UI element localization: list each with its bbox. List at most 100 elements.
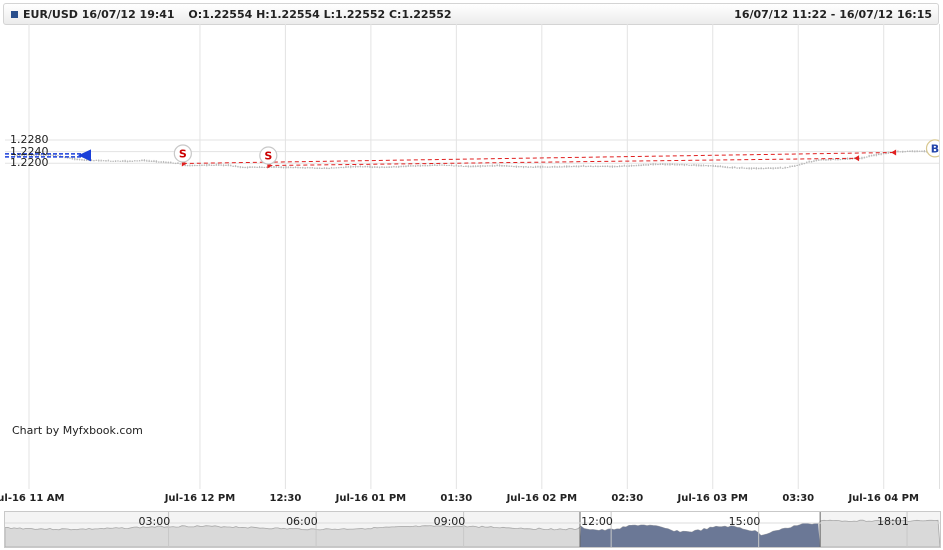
candle-body	[232, 165, 234, 167]
candle-body	[625, 165, 628, 167]
candle-body	[191, 164, 194, 166]
candle-body	[258, 166, 261, 168]
candle-body	[400, 166, 402, 168]
candle-body	[205, 164, 208, 166]
candle-body	[803, 163, 806, 165]
sell-marker[interactable]: S	[259, 146, 278, 165]
sell-marker[interactable]: S	[173, 144, 192, 163]
candle-body	[465, 165, 467, 167]
candle-body	[693, 164, 695, 166]
candle-body	[498, 165, 501, 167]
x-tick-label: Jul-16 03 PM	[677, 493, 749, 504]
candle-body	[906, 150, 909, 152]
candle-body	[676, 164, 678, 166]
candle-body	[201, 164, 203, 166]
candle-body	[520, 166, 522, 168]
candle-body	[887, 152, 890, 154]
candle-body	[376, 166, 378, 168]
candle-body	[539, 166, 542, 168]
candle-body	[78, 158, 81, 161]
candle-body	[745, 167, 748, 169]
buy-marker[interactable]: B	[925, 139, 940, 158]
candle-body	[203, 164, 206, 166]
candle-body	[52, 154, 54, 156]
candle-body	[635, 165, 638, 167]
candle-body	[553, 166, 556, 168]
candle-body	[340, 167, 342, 169]
candle-body	[85, 159, 88, 161]
candle-body	[729, 167, 731, 169]
candle-body	[424, 165, 426, 167]
candle-body	[90, 160, 93, 162]
candle-body	[621, 165, 623, 167]
candle-body	[321, 167, 323, 169]
candle-body	[124, 160, 126, 162]
candle-body	[40, 154, 42, 156]
candle-body	[832, 158, 834, 160]
candle-body	[285, 166, 287, 168]
candle-body	[71, 158, 74, 160]
candle-body	[541, 166, 544, 168]
candle-body	[685, 164, 688, 166]
candle-body	[587, 165, 590, 167]
candle-body	[549, 166, 551, 168]
candle-body	[923, 150, 926, 152]
candle-body	[263, 166, 266, 168]
candle-body	[688, 164, 690, 166]
trade-line	[182, 151, 896, 164]
datetime-label: 16/07/12 19:41	[81, 8, 175, 21]
candle-body	[95, 159, 98, 161]
price-chart-svg[interactable]: S SB	[5, 24, 939, 489]
candle-body	[395, 166, 398, 168]
candle-body	[402, 165, 405, 167]
candle-body	[83, 159, 86, 161]
candle-body	[529, 166, 532, 168]
candle-body	[222, 164, 225, 166]
candle-body	[789, 166, 791, 168]
navigator-svg[interactable]	[5, 512, 940, 547]
candle-body	[253, 166, 256, 168]
candle-body	[645, 164, 647, 166]
candle-body	[364, 166, 366, 168]
candle-body	[388, 166, 390, 168]
candle-body	[743, 167, 746, 169]
candle-body	[261, 166, 263, 168]
candle-body	[673, 164, 676, 166]
candle-body	[297, 167, 299, 169]
candle-body	[493, 165, 496, 167]
candle-body	[426, 165, 429, 167]
candle-body	[683, 164, 686, 166]
candle-body	[916, 150, 918, 152]
candle-body	[453, 165, 455, 167]
candle-body	[486, 165, 489, 167]
candle-body	[385, 166, 388, 168]
navigator-tick-label: 06:00	[286, 515, 318, 528]
candle-body	[169, 162, 172, 164]
candle-body	[561, 166, 563, 168]
candle-body	[114, 160, 117, 162]
navigator-bar[interactable]: 03:00 06:00 09:00 12:00 15:00 18:01	[4, 511, 941, 548]
candle-body	[33, 154, 35, 156]
candle-body	[837, 158, 839, 160]
candle-body	[772, 167, 774, 169]
candle-body	[657, 164, 659, 166]
candle-body	[25, 154, 28, 156]
candle-body	[333, 167, 335, 169]
candle-body	[750, 167, 753, 169]
candle-body	[618, 165, 621, 167]
candle-body	[873, 154, 875, 156]
candle-body	[757, 167, 760, 169]
candle-body	[42, 154, 45, 156]
candle-body	[282, 166, 285, 168]
candle-body	[846, 158, 849, 160]
candle-body	[870, 155, 873, 157]
candle-body	[901, 150, 904, 152]
candle-body	[330, 167, 333, 169]
candle-body	[215, 164, 218, 166]
candle-body	[354, 165, 357, 167]
candle-body	[616, 166, 618, 168]
candle-body	[808, 161, 810, 163]
candle-body	[352, 166, 354, 168]
candle-body	[513, 166, 515, 168]
